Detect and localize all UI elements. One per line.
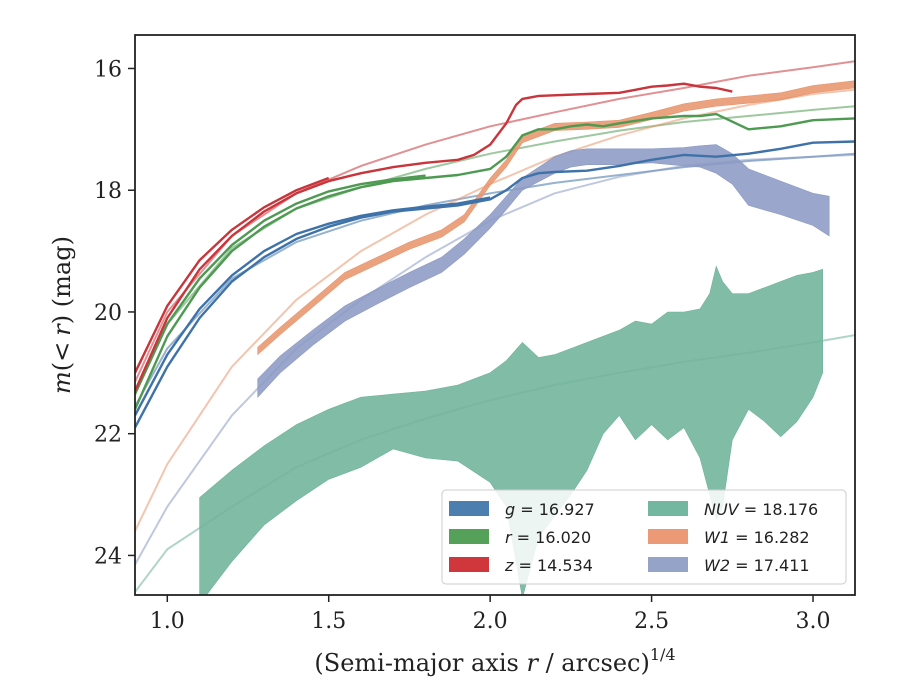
x-axis-title-mid: / arcsec) [538, 649, 650, 677]
legend-band-nuv: NUV [704, 500, 740, 519]
legend-value-r: = 16.020 [512, 528, 592, 547]
legend-label-w2: W2 = 17.411 [704, 556, 810, 575]
legend-value-z: = 14.534 [513, 556, 593, 575]
y-axis: 16 18 20 22 24 [94, 57, 135, 569]
legend-band-r: r [505, 528, 513, 547]
data-curve-g-0 [135, 140, 855, 429]
legend-value-g: = 16.927 [515, 500, 595, 519]
x-tick-label-3.0: 3.0 [796, 609, 831, 634]
plot-frame [134, 34, 856, 596]
x-tick-label-2.0: 2.0 [473, 609, 508, 634]
y-axis-title: m(< r) (mag) [48, 236, 76, 394]
legend-frame [441, 489, 847, 585]
y-tick-label-24: 24 [94, 544, 122, 569]
x-axis-title-var: r [526, 649, 539, 677]
data-curve-z-0 [135, 82, 733, 392]
x-tick-label-1.5: 1.5 [311, 609, 346, 634]
model-curve-g [135, 152, 855, 407]
data-curve-z-1 [135, 176, 330, 374]
legend-swatch-z [449, 557, 489, 572]
model-curve-r [135, 105, 855, 392]
y-axis-title-var: r [48, 323, 76, 336]
x-tick-label-2.5: 2.5 [634, 609, 669, 634]
x-axis-title-sup: 1/4 [650, 645, 676, 664]
x-axis-title-pre: (Semi-major axis [314, 649, 526, 677]
legend-swatch-w2 [648, 557, 688, 572]
band-w2 [257, 144, 830, 398]
legend-band-w1: W1 [704, 528, 730, 547]
y-axis-title-open: ( [48, 362, 76, 371]
legend-label-r: r = 16.020 [505, 528, 591, 547]
data-curve-g-1 [135, 196, 491, 416]
legend-swatch-g [449, 501, 489, 516]
legend-band-g: g [505, 500, 515, 519]
legend-swatch-nuv [648, 501, 688, 516]
legend-value-w1: = 16.282 [730, 528, 810, 547]
x-axis: 1.0 1.5 2.0 2.5 3.0 [150, 595, 831, 634]
legend-value-nuv: = 18.176 [739, 500, 819, 519]
legend-label-w1: W1 = 16.282 [704, 528, 810, 547]
x-axis-title: (Semi-major axis r / arcsec)1/4 [314, 645, 675, 677]
x-tick-label-1.0: 1.0 [150, 609, 185, 634]
legend-label-g: g = 16.927 [505, 500, 595, 519]
data-curve-r-1 [135, 174, 426, 395]
y-axis-title-lt: < [48, 342, 76, 362]
legend-band-w2: W2 [704, 556, 730, 575]
data-curve-r-0 [135, 112, 855, 410]
legend-band-z: z [504, 556, 514, 575]
legend-swatch-w1 [648, 529, 688, 544]
y-axis-title-m: m [48, 371, 76, 394]
legend-value-w2: = 17.411 [730, 556, 810, 575]
legend-swatch-r [449, 529, 489, 544]
y-axis-title-close: ) [48, 315, 76, 324]
legend-label-z: z = 14.534 [504, 556, 593, 575]
legend-label-nuv: NUV = 18.176 [704, 500, 818, 519]
plot-area [135, 60, 855, 595]
y-tick-label-20: 20 [94, 301, 122, 326]
band-w1 [257, 80, 855, 356]
y-tick-label-18: 18 [94, 179, 122, 204]
y-tick-label-16: 16 [94, 57, 122, 82]
y-axis-title-unit: (mag) [48, 236, 76, 315]
y-tick-label-22: 22 [94, 423, 122, 448]
